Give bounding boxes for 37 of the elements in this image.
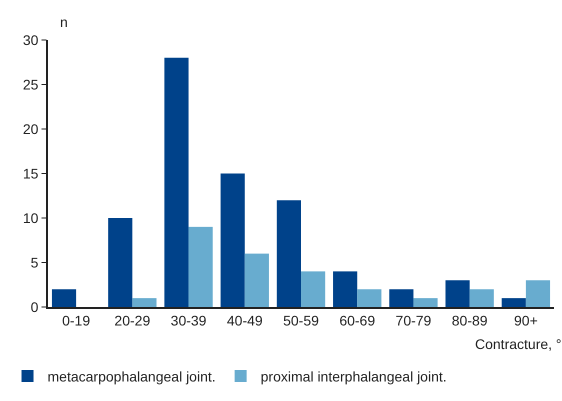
x-tick-label: 0-19	[62, 312, 90, 329]
x-axis-title: Contracture, °	[475, 336, 562, 352]
bar	[132, 298, 157, 307]
bar	[276, 200, 301, 307]
legend-label: metacarpophalangeal joint.	[48, 368, 216, 384]
bar	[526, 280, 550, 307]
bar	[164, 58, 189, 307]
bar	[220, 174, 245, 307]
x-tick-label: 40-49	[226, 312, 263, 329]
y-tick-label: 5	[30, 254, 39, 270]
bar	[52, 289, 76, 307]
y-tick-label: 30	[22, 32, 39, 48]
bar	[301, 271, 326, 307]
bar	[445, 280, 470, 307]
bar	[244, 254, 269, 307]
y-tick-label: 25	[22, 76, 39, 92]
y-tick-label: 15	[22, 165, 39, 182]
y-tick-label: 20	[22, 120, 39, 137]
bar	[188, 226, 213, 307]
bar	[502, 298, 526, 307]
x-tick-label: 50-59	[283, 312, 320, 329]
bar	[333, 271, 358, 307]
bar	[108, 218, 132, 307]
bar	[389, 289, 414, 307]
x-tick-label: 80-89	[452, 312, 488, 329]
x-tick-label: 90+	[514, 312, 538, 329]
bar	[357, 289, 382, 307]
y-tick-label: 0	[30, 298, 39, 315]
legend-label: proximal interphalangeal joint.	[260, 368, 447, 384]
bar	[413, 298, 438, 307]
bar	[470, 289, 494, 307]
x-tick-label: 30-39	[170, 312, 207, 329]
x-tick-label: 60-69	[339, 312, 376, 329]
y-axis-title: n	[60, 14, 68, 30]
y-tick-label: 10	[22, 210, 39, 226]
x-tick-label: 70-79	[396, 312, 432, 329]
x-tick-label: 20-29	[114, 312, 150, 329]
